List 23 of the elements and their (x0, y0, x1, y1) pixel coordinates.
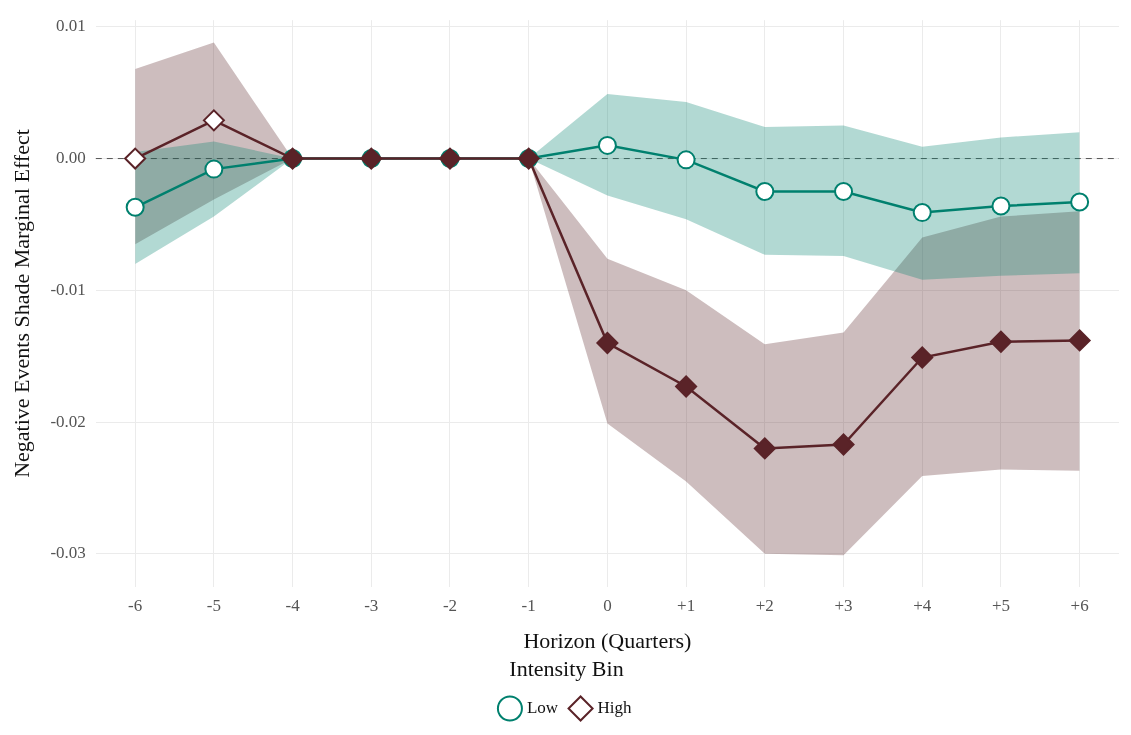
x-tick-label: +5 (991, 596, 1010, 616)
x-tick-label: -3 (364, 596, 379, 616)
x-tick-label: -4 (285, 596, 301, 616)
x-tick-label: -1 (521, 596, 536, 616)
x-tick-label: +1 (677, 596, 696, 616)
x-tick-label: +3 (834, 596, 853, 616)
x-tick-label: 0 (603, 596, 612, 616)
y-axis-title: Negative Events Shade Marginal Effect (8, 129, 34, 478)
x-tick-label: +4 (913, 596, 932, 616)
y-tick-label: 0.00 (56, 148, 86, 168)
y-tick-label: -0.01 (50, 279, 86, 299)
x-tick-label: +6 (1070, 596, 1089, 616)
x-tick-label: -5 (206, 596, 221, 616)
x-axis-title: Horizon (Quarters) (523, 628, 692, 654)
legend-label: Low (526, 697, 559, 717)
legend-title: Intensity Bin (509, 656, 624, 682)
x-tick-label: -6 (128, 596, 143, 616)
legend-label: High (597, 697, 633, 717)
y-tick-label: -0.02 (50, 411, 86, 431)
x-tick-label: +2 (755, 596, 774, 616)
x-tick-label: -2 (442, 596, 458, 616)
y-tick-label: 0.01 (56, 16, 86, 36)
y-tick-label: -0.03 (50, 543, 86, 563)
